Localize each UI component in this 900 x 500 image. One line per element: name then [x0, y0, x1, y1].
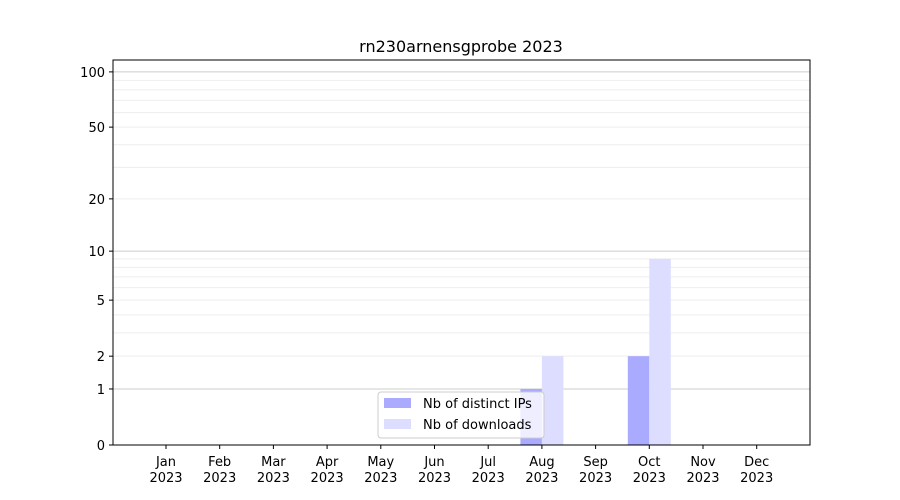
x-tick-label: Feb — [208, 455, 231, 470]
x-tick-label: 2023 — [740, 471, 773, 486]
y-tick-label: 0 — [97, 439, 105, 454]
y-tick-label: 50 — [88, 121, 105, 136]
x-tick-label: Jan — [155, 455, 176, 470]
y-tick-label: 20 — [88, 193, 105, 208]
x-tick-label: Dec — [744, 455, 769, 470]
chart-title: rn230arnensgprobe 2023 — [359, 37, 563, 56]
legend-swatch — [384, 419, 411, 429]
x-tick-label: 2023 — [149, 471, 182, 486]
x-tick-label: Sep — [583, 455, 608, 470]
x-tick-label: Jun — [423, 455, 444, 470]
x-tick-label: Mar — [261, 455, 286, 470]
bar-downloads — [649, 258, 671, 445]
plot-frame — [112, 59, 811, 446]
x-tick-label: 2023 — [364, 471, 397, 486]
x-tick-label: May — [367, 455, 394, 470]
legend-box — [377, 391, 545, 439]
x-tick-label: 2023 — [579, 471, 612, 486]
y-tick-label: 10 — [88, 245, 105, 260]
x-tick-label: 2023 — [257, 471, 290, 486]
x-tick-label: 2023 — [525, 471, 558, 486]
legend-label: Nb of downloads — [423, 418, 532, 433]
y-tick-label: 5 — [97, 294, 105, 309]
x-tick-label: 2023 — [203, 471, 236, 486]
legend: Nb of distinct IPs Nb of downloads — [377, 391, 545, 439]
x-tick-label: Nov — [690, 455, 716, 470]
x-tick-label: Jul — [479, 455, 496, 470]
x-tick-label: Oct — [638, 455, 660, 470]
x-tick-label: 2023 — [311, 471, 344, 486]
bar-downloads — [541, 356, 564, 445]
x-tick-label: Apr — [316, 455, 339, 470]
legend-swatch — [384, 398, 411, 408]
x-tick-label: 2023 — [472, 471, 505, 486]
x-tick-label: 2023 — [686, 471, 719, 486]
y-tick-label: 1 — [97, 383, 105, 398]
y-tick-label: 2 — [97, 350, 105, 365]
x-tick-label: Aug — [529, 455, 554, 470]
legend-label: Nb of distinct IPs — [423, 397, 532, 412]
x-tick-label: 2023 — [418, 471, 451, 486]
y-tick-label: 100 — [80, 66, 105, 81]
bar-distinct-ips — [627, 356, 650, 445]
x-tick-label: 2023 — [633, 471, 666, 486]
